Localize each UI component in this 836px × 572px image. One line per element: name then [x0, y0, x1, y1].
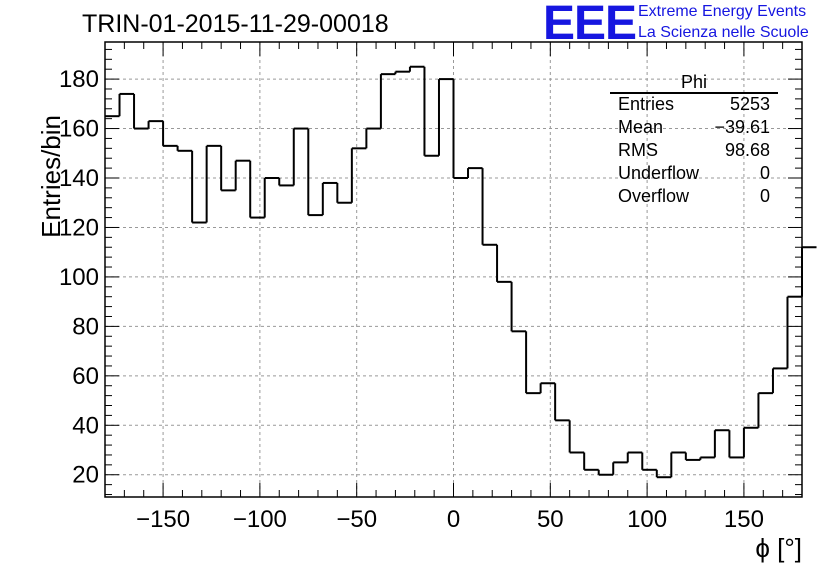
stats-divider [610, 92, 778, 94]
stats-value: 5253 [729, 94, 770, 114]
y-axis-label-box: Entries/bin [0, 0, 66, 238]
stats-value: 98.68 [724, 140, 770, 160]
y-tick-label: 180 [59, 66, 99, 93]
stats-label: Mean [618, 117, 664, 137]
x-tick-label: −150 [136, 506, 190, 533]
y-tick-label: 80 [72, 313, 99, 340]
y-tick-label: 120 [59, 214, 99, 241]
y-tick-label: 100 [59, 264, 99, 291]
stats-value: 0 [759, 186, 770, 206]
chart-title: TRIN-01-2015-11-29-00018 [82, 10, 389, 38]
y-tick-label: 160 [59, 116, 99, 143]
x-axis-label: ϕ [°] [755, 533, 802, 563]
y-tick-label: 140 [59, 165, 99, 192]
stats-value: −39.61 [714, 117, 770, 137]
x-tick-label: 50 [537, 506, 564, 533]
stats-title: Phi [680, 72, 707, 92]
x-tick-label: −100 [233, 506, 287, 533]
stats-label: RMS [618, 140, 658, 160]
stats-value: 0 [759, 163, 770, 183]
x-tick-label: −50 [336, 506, 377, 533]
stats-label: Entries [618, 94, 675, 114]
y-axis-label: Entries/bin [36, 115, 66, 238]
stats-label: Underflow [618, 163, 700, 183]
eee-logo: EEE [543, 0, 637, 50]
y-tick-label: 20 [72, 462, 99, 489]
x-tick-label: 150 [724, 506, 764, 533]
stats-label: Overflow [618, 186, 690, 206]
plot-frame [104, 41, 803, 498]
brand-line-2: La Scienza nelle Scuole [638, 24, 809, 41]
brand-line-1: Extreme Energy Events [638, 3, 807, 20]
stats-box: Phi Entries 5253 Mean −39.61 RMS 98.68 U… [610, 72, 778, 212]
y-tick-label: 60 [72, 363, 99, 390]
x-tick-label: 100 [627, 506, 667, 533]
x-tick-label: 0 [447, 506, 460, 533]
y-tick-label: 40 [72, 412, 99, 439]
